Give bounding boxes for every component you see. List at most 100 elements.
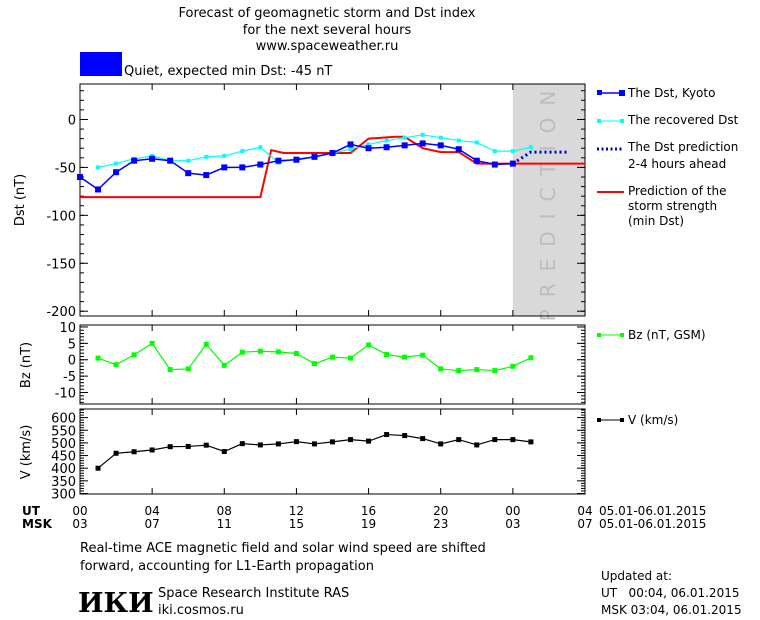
bz-point (438, 366, 444, 372)
dst-prediction-line (512, 150, 567, 165)
recovered-dst-point (474, 140, 479, 145)
institute-website: iki.cosmos.ru (158, 603, 244, 618)
bz-point (348, 355, 354, 361)
dst-kyoto-point (203, 172, 210, 179)
dst-kyoto-point (257, 161, 264, 168)
v-point (221, 449, 227, 454)
bz-point (95, 355, 101, 361)
recovered-dst-point (438, 135, 443, 140)
v-point (528, 439, 534, 445)
recovered-dst-point (492, 149, 497, 154)
v-point (131, 449, 137, 455)
bz-point (203, 341, 209, 347)
recovered-dst-point (384, 138, 389, 143)
msk-tick-label: 07 (577, 517, 592, 531)
ut-tick-label: 00 (72, 504, 87, 518)
v-point (438, 441, 444, 447)
v-point (384, 432, 390, 438)
y-tick-label: -200 (46, 305, 76, 320)
bz-point (167, 367, 173, 373)
dst-kyoto-point (329, 150, 336, 157)
dst-kyoto-point (401, 142, 408, 149)
recovered-dst-point (510, 149, 515, 154)
bz-point (474, 367, 480, 373)
panel-frame (79, 408, 586, 495)
note-line-2: forward, accounting for L1-Earth propaga… (80, 559, 374, 574)
y-tick-label: -10 (55, 387, 76, 402)
y-tick-label: 0 (68, 113, 76, 128)
dst-kyoto-point (491, 161, 498, 168)
dst-kyoto-point (185, 170, 192, 177)
dst-kyoto-point (293, 156, 300, 163)
dst-kyoto-point (239, 164, 246, 171)
prediction-region (512, 84, 585, 316)
dst-kyoto-point (221, 164, 228, 171)
note-line-1: Real-time ACE magnetic field and solar w… (80, 541, 486, 556)
v-point (203, 442, 209, 448)
bz-point (402, 354, 408, 360)
recovered-dst-point (420, 132, 425, 137)
ut-tick-label: 12 (289, 504, 304, 518)
v-point (348, 437, 354, 443)
v-point (492, 437, 498, 443)
legend-recovered-dst: The recovered Dst (597, 113, 739, 127)
dst-kyoto-point (347, 141, 354, 148)
v-axis-title: V (km/s) (19, 425, 34, 480)
status-color-box (80, 52, 122, 76)
y-tick-label: 5 (68, 337, 76, 352)
bz-point (311, 361, 317, 367)
panel-frame (79, 83, 586, 317)
dst-kyoto-point (149, 155, 156, 162)
legend-bz: Bz (nT, GSM) (597, 328, 706, 342)
v-line (97, 433, 531, 469)
v-point (275, 441, 281, 447)
ut-tick-label: 20 (433, 504, 448, 518)
v-point (113, 450, 119, 456)
date-range-ut: 05.01-06.01.2015 (599, 504, 706, 518)
ut-tick-label: 08 (217, 504, 232, 518)
dst-kyoto-point (77, 173, 83, 180)
dst-kyoto-point (419, 140, 426, 147)
updated-label: Updated at: (601, 569, 672, 583)
ut-tick-label: 00 (505, 504, 520, 518)
v-point (474, 442, 480, 448)
bz-point (113, 362, 119, 368)
v-point (239, 441, 245, 447)
recovered-dst-point (114, 161, 119, 166)
bz-point (330, 354, 335, 360)
panel-0: PREDICTION 0 -50 -100 -150 -200 (46, 79, 586, 322)
v-point (149, 447, 155, 453)
v-point (311, 441, 317, 447)
msk-tick-label: 07 (145, 517, 160, 531)
y-tick-label: -100 (46, 209, 76, 224)
legend-storm-strength: Prediction of the storm strength (min Ds… (597, 184, 727, 228)
v-point (167, 444, 173, 450)
y-tick-label: -150 (46, 257, 76, 272)
bz-point (293, 351, 299, 357)
bz-point (239, 349, 245, 355)
bz-point (366, 342, 372, 348)
prediction-label: PREDICTION (536, 79, 560, 322)
legend-dst-prediction: The Dst prediction 2-4 hours ahead (597, 140, 738, 171)
recovered-dst-point (348, 147, 353, 152)
recovered-dst-point (456, 138, 461, 143)
bz-point (221, 362, 227, 368)
bz-point (510, 363, 516, 369)
legend-v: V (km/s) (597, 413, 678, 427)
bz-line (97, 342, 532, 372)
dst-kyoto-point (437, 142, 444, 149)
v-point (330, 439, 335, 445)
date-range-msk: 05.01-06.01.2015 (599, 517, 706, 531)
institute-name: Space Research Institute RAS (158, 586, 349, 601)
msk-tick-label: 03 (505, 517, 520, 531)
msk-tick-label: 03 (72, 517, 87, 531)
y-tick-label: 450 (51, 450, 76, 465)
v-point (95, 465, 101, 471)
recovered-dst-point (186, 158, 191, 163)
dst-kyoto-point (311, 153, 318, 160)
y-tick-label: 500 (51, 437, 76, 452)
bz-point (420, 352, 426, 358)
legend-dst-kyoto: The Dst, Kyoto (597, 86, 715, 100)
